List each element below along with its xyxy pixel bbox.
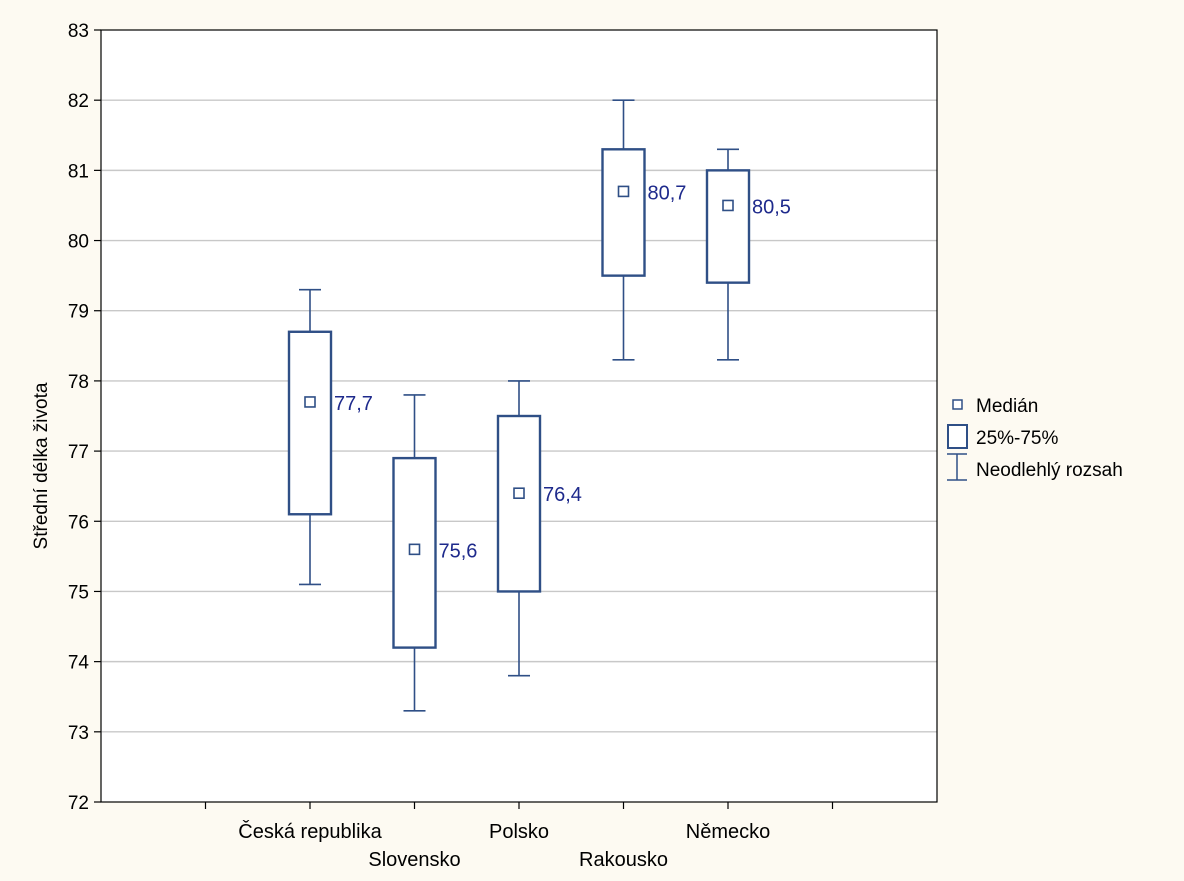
y-tick-label: 77: [68, 442, 89, 463]
median-label: 80,5: [752, 196, 791, 218]
category-label: Německo: [686, 821, 770, 843]
median-marker: [408, 543, 421, 556]
median-label: 76,4: [543, 484, 582, 506]
legend-label: Medián: [976, 396, 1038, 417]
category-label: Česká republika: [238, 820, 382, 843]
iqr-box: [496, 414, 542, 593]
y-tick-label: 78: [68, 372, 89, 393]
median-marker: [617, 185, 630, 198]
median-label: 77,7: [334, 393, 373, 415]
y-axis-label: Střední délka života: [31, 382, 52, 549]
category-label: Polsko: [489, 821, 549, 843]
median-label: 80,7: [648, 182, 687, 204]
iqr-box: [287, 330, 333, 516]
y-tick-label: 80: [68, 232, 89, 253]
y-tick-label: 74: [68, 653, 90, 674]
y-tick-label: 73: [68, 723, 89, 744]
legend-box-icon: [947, 424, 968, 449]
legend-label: Neodlehlý rozsah: [976, 460, 1123, 481]
y-tick-label: 72: [68, 793, 89, 814]
category-label: Rakousko: [579, 849, 668, 871]
median-label: 75,6: [439, 540, 478, 562]
iqr-box: [601, 148, 646, 277]
iqr-box: [705, 169, 751, 284]
legend-label: 25%-75%: [976, 428, 1058, 449]
y-tick-label: 83: [68, 21, 89, 42]
y-tick-label: 81: [68, 161, 89, 182]
y-tick-label: 75: [68, 582, 89, 603]
median-marker: [722, 199, 734, 212]
category-label: Slovensko: [368, 849, 460, 871]
median-marker: [304, 396, 316, 408]
legend-median-icon: [952, 399, 963, 410]
median-marker: [513, 487, 525, 500]
y-tick-label: 82: [68, 91, 89, 112]
y-tick-label: 76: [68, 512, 89, 533]
y-tick-label: 79: [68, 302, 89, 323]
